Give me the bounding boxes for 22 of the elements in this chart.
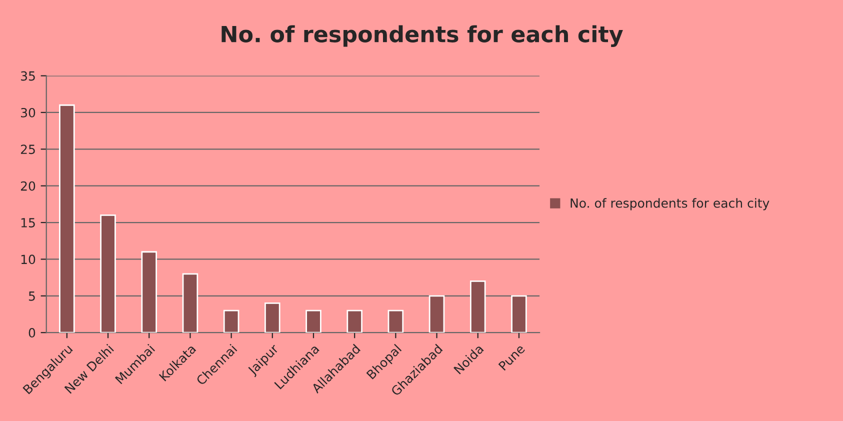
y-tick-label: 20	[20, 181, 36, 191]
y-tick-label: 30	[20, 108, 36, 118]
bar	[223, 310, 240, 333]
bar	[428, 295, 445, 333]
bar	[306, 310, 322, 333]
y-tick-label: 25	[20, 144, 35, 154]
y-tick-label: 35	[20, 71, 35, 81]
bar	[182, 273, 198, 333]
y-tick-label: 5	[28, 292, 35, 301]
bar	[100, 214, 116, 333]
bar	[511, 295, 527, 333]
bar	[59, 104, 75, 333]
y-tick-label: 0	[28, 328, 36, 338]
bar	[264, 302, 280, 333]
legend-label: No. of respondents for each city	[570, 198, 770, 210]
bar	[346, 310, 362, 333]
bar	[470, 280, 486, 333]
chart-title: No. of respondents for each city	[222, 25, 623, 47]
bar	[388, 310, 404, 333]
bar	[141, 251, 157, 333]
y-tick-label: 15	[21, 218, 35, 228]
y-tick-label: 10	[21, 254, 36, 264]
